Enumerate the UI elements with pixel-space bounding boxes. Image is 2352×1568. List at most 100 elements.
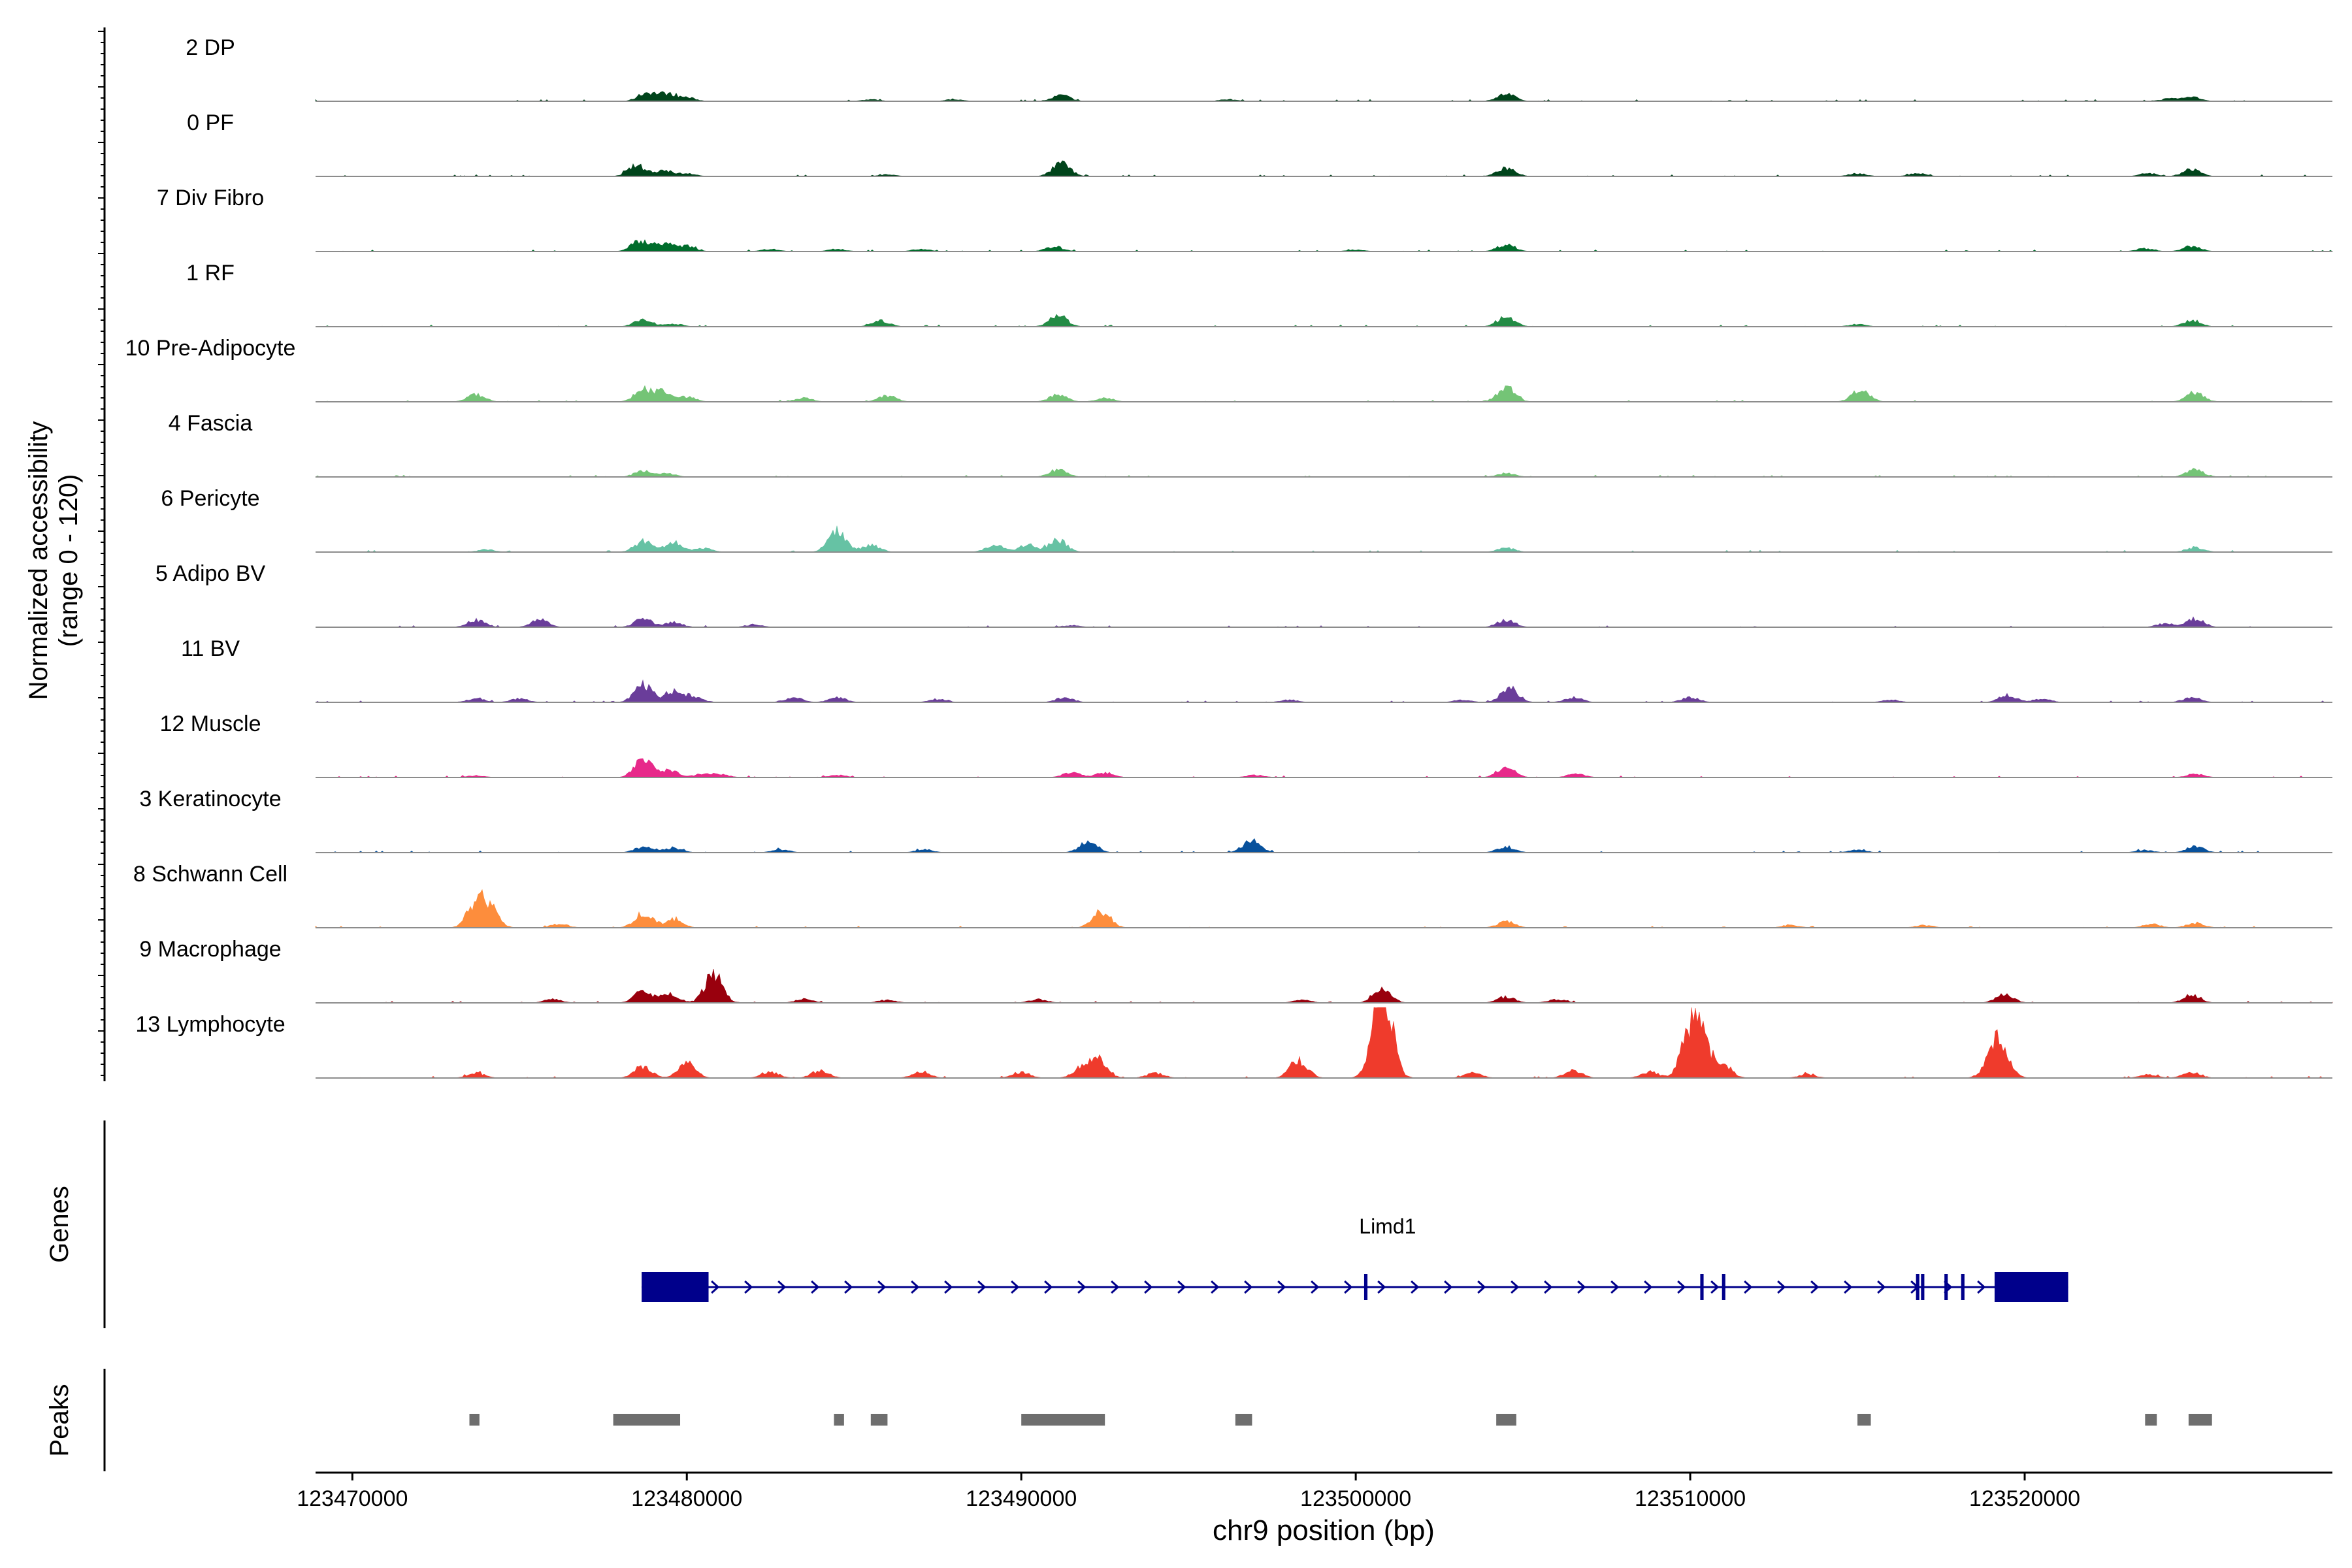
coverage-area bbox=[314, 468, 2332, 478]
track-12: 8 Schwann Cell bbox=[133, 862, 2332, 928]
track-13: 9 Macrophage bbox=[139, 937, 2333, 1004]
strand-arrow bbox=[1644, 1280, 1653, 1294]
strand-arrow bbox=[711, 1280, 720, 1294]
gene-exon bbox=[1364, 1274, 1368, 1300]
strand-arrow bbox=[1377, 1280, 1386, 1294]
strand-arrow bbox=[1877, 1280, 1886, 1294]
track-3: 7 Div Fibro bbox=[157, 186, 2334, 252]
peak-region bbox=[2188, 1414, 2212, 1426]
peak-region bbox=[870, 1414, 888, 1426]
strand-arrow bbox=[1444, 1280, 1453, 1294]
track-label: 12 Muscle bbox=[160, 711, 261, 736]
track-label: 3 Keratinocyte bbox=[139, 787, 281, 811]
genes-track-label: Genes bbox=[45, 1186, 74, 1263]
coverage-area bbox=[316, 525, 2332, 553]
strand-arrow bbox=[1044, 1280, 1053, 1294]
x-tick-label: 123490000 bbox=[966, 1486, 1077, 1511]
peak-region bbox=[834, 1414, 844, 1426]
coverage-tracks: 2 DP 0 PF 7 Div Fibro 1 RF 10 Pre-Adipocyte 4… bbox=[125, 35, 2334, 1079]
gene-exon bbox=[642, 1272, 709, 1302]
x-tick-label: 123480000 bbox=[631, 1486, 742, 1511]
strand-arrow bbox=[1477, 1280, 1486, 1294]
strand-arrow bbox=[1211, 1280, 1220, 1294]
track-label: 0 PF bbox=[187, 110, 234, 135]
coverage-y-ticks bbox=[98, 31, 105, 1076]
peak-region bbox=[469, 1414, 480, 1426]
track-10: 12 Muscle bbox=[160, 711, 2332, 778]
peaks-track-label: Peaks bbox=[45, 1384, 74, 1456]
strand-arrow bbox=[1677, 1280, 1686, 1294]
strand-arrow bbox=[911, 1280, 920, 1294]
strand-arrow bbox=[1810, 1280, 1820, 1294]
coverage-area bbox=[316, 616, 2332, 628]
peak-region bbox=[1496, 1414, 1516, 1426]
coverage-area bbox=[316, 160, 2332, 177]
strand-arrow bbox=[777, 1280, 787, 1294]
strand-arrow bbox=[944, 1280, 953, 1294]
strand-arrow bbox=[1610, 1280, 1620, 1294]
strand-arrow bbox=[1411, 1280, 1420, 1294]
track-label: 7 Div Fibro bbox=[157, 186, 264, 210]
peak-region bbox=[613, 1414, 681, 1426]
coverage-area bbox=[316, 1007, 2332, 1079]
coverage-area bbox=[316, 838, 2332, 853]
track-4: 1 RF bbox=[186, 261, 2332, 327]
strand-arrow bbox=[1244, 1280, 1253, 1294]
gene-exon bbox=[1921, 1274, 1925, 1300]
coverage-area bbox=[316, 758, 2332, 778]
peak-region bbox=[2145, 1414, 2157, 1426]
strand-arrow bbox=[811, 1280, 820, 1294]
x-tick-label: 123510000 bbox=[1635, 1486, 1746, 1511]
peak-region bbox=[1857, 1414, 1871, 1426]
track-label: 10 Pre-Adipocyte bbox=[125, 336, 296, 361]
strand-arrow bbox=[977, 1280, 987, 1294]
x-axis-label: chr9 position (bp) bbox=[1213, 1514, 1435, 1546]
strand-arrow bbox=[1111, 1280, 1120, 1294]
gene-exon bbox=[1961, 1274, 1965, 1300]
track-label: 1 RF bbox=[186, 261, 235, 286]
track-5: 10 Pre-Adipocyte bbox=[125, 336, 2332, 402]
track-1: 2 DP bbox=[186, 35, 2332, 102]
coverage-area bbox=[316, 968, 2333, 1004]
x-tick-label: 123520000 bbox=[1969, 1486, 2080, 1511]
track-7: 6 Pericyte bbox=[161, 486, 2332, 553]
coverage-area bbox=[316, 314, 2332, 327]
strand-arrow bbox=[1744, 1280, 1753, 1294]
coverage-area bbox=[316, 385, 2332, 402]
strand-arrow bbox=[1710, 1280, 1720, 1294]
track-label: 13 Lymphocyte bbox=[135, 1012, 285, 1037]
track-label: 11 BV bbox=[181, 636, 240, 661]
strand-arrow bbox=[1311, 1280, 1320, 1294]
gene-exon bbox=[1916, 1274, 1919, 1300]
peak-region bbox=[1235, 1414, 1252, 1426]
track-label: 5 Adipo BV bbox=[155, 561, 266, 586]
strand-arrow bbox=[1077, 1280, 1086, 1294]
y-axis-range-label: (range 0 - 120) bbox=[54, 474, 83, 647]
coverage-area bbox=[315, 889, 2332, 928]
track-11: 3 Keratinocyte bbox=[139, 787, 2332, 853]
coverage-area bbox=[316, 239, 2334, 252]
gene-exon bbox=[1994, 1272, 2068, 1302]
gene-exon bbox=[1722, 1274, 1725, 1300]
track-label: 2 DP bbox=[186, 35, 235, 60]
track-2: 0 PF bbox=[187, 110, 2332, 177]
strand-arrow bbox=[1777, 1280, 1786, 1294]
strand-arrow bbox=[744, 1280, 753, 1294]
strand-arrow bbox=[1177, 1280, 1186, 1294]
track-6: 4 Fascia bbox=[169, 411, 2332, 478]
strand-arrow bbox=[1511, 1280, 1520, 1294]
coverage-area bbox=[315, 91, 2332, 102]
track-label: 4 Fascia bbox=[169, 411, 253, 436]
track-label: 8 Schwann Cell bbox=[133, 862, 287, 887]
strand-arrow bbox=[844, 1280, 853, 1294]
x-tick-label: 123470000 bbox=[297, 1486, 408, 1511]
gene-exon bbox=[1700, 1274, 1704, 1300]
strand-arrow bbox=[1577, 1280, 1586, 1294]
strand-arrow bbox=[877, 1280, 887, 1294]
strand-arrow bbox=[1544, 1280, 1553, 1294]
track-8: 5 Adipo BV bbox=[155, 561, 2332, 628]
coverage-area bbox=[315, 679, 2332, 703]
strand-arrow bbox=[1144, 1280, 1153, 1294]
peak-region bbox=[1021, 1414, 1105, 1426]
